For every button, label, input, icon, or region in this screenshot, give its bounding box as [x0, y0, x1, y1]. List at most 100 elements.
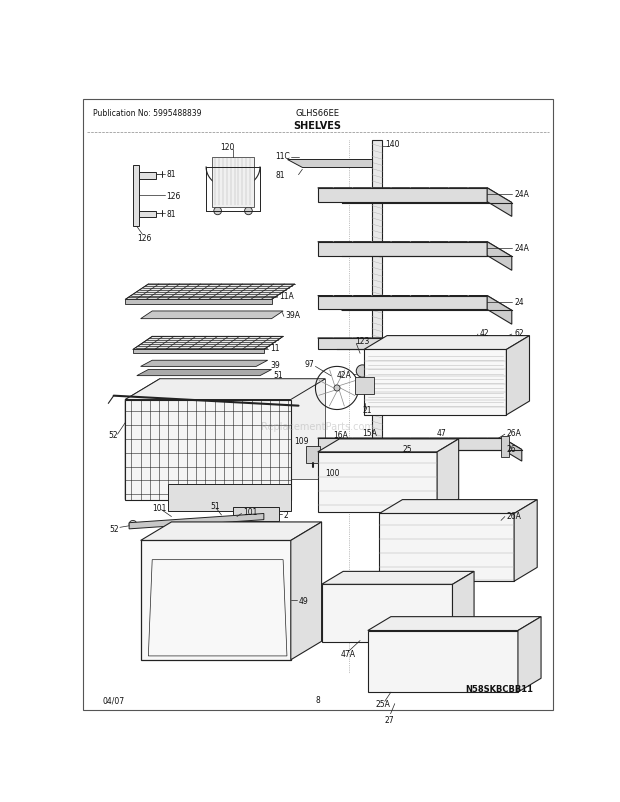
Polygon shape: [503, 439, 522, 461]
Text: 42: 42: [479, 329, 489, 338]
Text: 109: 109: [294, 436, 309, 445]
Circle shape: [356, 366, 368, 378]
Text: 81: 81: [275, 171, 285, 180]
Polygon shape: [453, 572, 474, 642]
Circle shape: [214, 208, 221, 216]
Text: 11A: 11A: [279, 292, 294, 301]
Polygon shape: [141, 522, 322, 541]
Polygon shape: [125, 379, 160, 500]
Polygon shape: [287, 160, 371, 168]
Polygon shape: [507, 336, 529, 415]
Circle shape: [352, 197, 358, 203]
Polygon shape: [501, 437, 508, 458]
Text: 24: 24: [514, 298, 524, 307]
Polygon shape: [212, 158, 254, 208]
Polygon shape: [317, 439, 522, 450]
Text: 39: 39: [270, 361, 280, 370]
Text: 25: 25: [402, 444, 412, 453]
Circle shape: [255, 513, 262, 520]
Text: 126: 126: [137, 234, 151, 243]
Polygon shape: [125, 300, 272, 305]
Polygon shape: [133, 165, 139, 227]
Text: 101: 101: [243, 507, 257, 516]
Polygon shape: [364, 350, 507, 415]
Polygon shape: [167, 484, 291, 512]
Text: 26A: 26A: [507, 511, 521, 520]
Polygon shape: [233, 508, 279, 521]
Polygon shape: [364, 336, 529, 350]
Text: Publication No: 5995488839: Publication No: 5995488839: [93, 108, 202, 118]
Text: 81: 81: [166, 209, 175, 218]
Text: 123: 123: [355, 336, 369, 346]
Text: 52: 52: [108, 430, 118, 439]
Polygon shape: [139, 173, 156, 180]
Text: 25A: 25A: [376, 699, 391, 708]
Text: 140: 140: [386, 140, 400, 149]
Polygon shape: [487, 188, 511, 217]
Circle shape: [334, 386, 340, 391]
Text: 27: 27: [385, 715, 394, 723]
Text: 8: 8: [316, 695, 320, 704]
Polygon shape: [518, 617, 541, 692]
Text: 42A: 42A: [337, 371, 352, 379]
Polygon shape: [317, 188, 487, 202]
Polygon shape: [133, 350, 264, 354]
Polygon shape: [487, 338, 507, 362]
Polygon shape: [317, 242, 487, 256]
Circle shape: [352, 305, 358, 311]
Polygon shape: [487, 242, 511, 271]
Polygon shape: [125, 285, 294, 300]
Text: 62: 62: [514, 329, 524, 338]
Text: 24A: 24A: [514, 190, 529, 199]
Polygon shape: [368, 630, 518, 692]
Polygon shape: [317, 439, 459, 452]
Text: 126: 126: [166, 192, 180, 200]
Polygon shape: [317, 338, 507, 350]
Polygon shape: [379, 500, 537, 514]
Polygon shape: [129, 514, 264, 529]
Polygon shape: [317, 338, 487, 350]
Text: 26A: 26A: [507, 428, 521, 438]
Circle shape: [129, 520, 137, 529]
Text: GLHS66EE: GLHS66EE: [296, 108, 340, 118]
Polygon shape: [141, 361, 268, 367]
Text: 24A: 24A: [514, 244, 529, 253]
Text: 51: 51: [210, 501, 219, 511]
Polygon shape: [317, 242, 512, 257]
Polygon shape: [133, 337, 283, 350]
Polygon shape: [487, 296, 511, 325]
Polygon shape: [371, 141, 383, 448]
Polygon shape: [317, 452, 437, 512]
Polygon shape: [291, 522, 322, 660]
Text: 26: 26: [507, 444, 516, 453]
Text: 49: 49: [298, 596, 308, 605]
Polygon shape: [160, 379, 326, 480]
Polygon shape: [322, 585, 453, 642]
Polygon shape: [137, 370, 272, 376]
Text: 2: 2: [283, 510, 288, 519]
Polygon shape: [514, 500, 537, 581]
Text: SHELVES: SHELVES: [294, 120, 342, 131]
Text: 16A: 16A: [333, 430, 348, 439]
Polygon shape: [306, 446, 320, 463]
Polygon shape: [139, 212, 156, 218]
Polygon shape: [368, 617, 541, 630]
Polygon shape: [317, 188, 512, 203]
Text: 81: 81: [166, 170, 175, 179]
Text: 52: 52: [110, 525, 120, 533]
Text: 120: 120: [221, 144, 235, 152]
Text: 11: 11: [270, 343, 280, 352]
Polygon shape: [317, 439, 503, 450]
Polygon shape: [355, 378, 374, 395]
Polygon shape: [379, 514, 514, 581]
Text: 100: 100: [326, 468, 340, 477]
Polygon shape: [317, 296, 512, 311]
Circle shape: [352, 251, 358, 257]
Text: 39A: 39A: [285, 311, 301, 320]
Text: 97: 97: [304, 359, 314, 368]
Text: 04/07: 04/07: [102, 695, 124, 704]
Polygon shape: [141, 311, 283, 319]
Text: 101: 101: [152, 503, 167, 512]
Polygon shape: [322, 572, 474, 585]
Text: 11C: 11C: [275, 152, 290, 160]
